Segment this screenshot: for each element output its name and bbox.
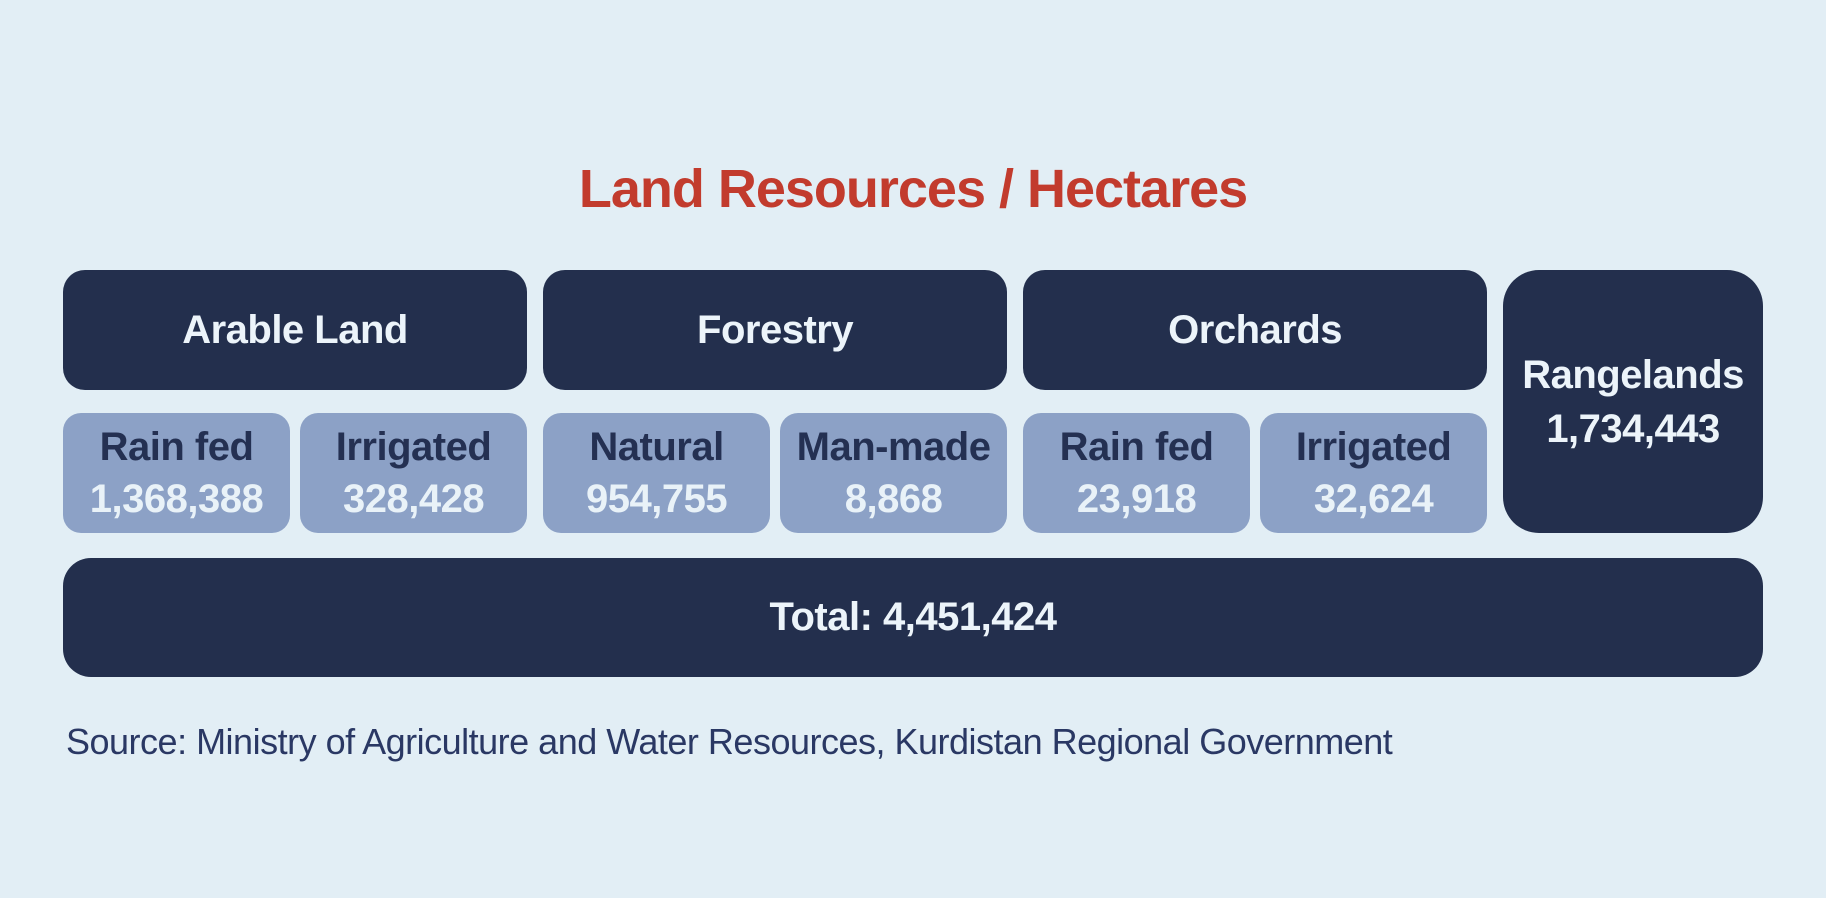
subcategory-arable-irrigated: Irrigated 328,428 [300, 413, 528, 533]
category-orchards: Orchards Rain fed 23,918 Irrigated 32,62… [1023, 270, 1488, 533]
subcategory-forestry-natural: Natural 954,755 [543, 413, 771, 533]
category-header-arable-land: Arable Land [63, 270, 528, 390]
subcategory-value: 328,428 [342, 477, 485, 521]
category-header-forestry: Forestry [543, 270, 1008, 390]
subcategory-label: Rain fed [1059, 425, 1214, 469]
subcategory-value: 1,368,388 [89, 477, 264, 521]
total-bar: Total: 4,451,424 [63, 558, 1763, 677]
category-header-orchards: Orchards [1023, 270, 1488, 390]
rangelands-value: 1,734,443 [1546, 406, 1720, 451]
subcategory-forestry-man-made: Man-made 8,868 [780, 413, 1008, 533]
subcategory-orchards-irrigated: Irrigated 32,624 [1260, 413, 1488, 533]
category-arable-land: Arable Land Rain fed 1,368,388 Irrigated… [63, 270, 528, 533]
subcategory-row-arable-land: Rain fed 1,368,388 Irrigated 328,428 [63, 413, 528, 533]
subcategory-value: 23,918 [1076, 477, 1197, 521]
subcategory-row-forestry: Natural 954,755 Man-made 8,868 [543, 413, 1008, 533]
subcategory-label: Natural [589, 425, 724, 469]
content-area: Arable Land Rain fed 1,368,388 Irrigated… [63, 270, 1763, 763]
subcategory-row-orchards: Rain fed 23,918 Irrigated 32,624 [1023, 413, 1488, 533]
total-label: Total: 4,451,424 [769, 595, 1057, 639]
category-rangelands: Rangelands 1,734,443 [1503, 270, 1763, 533]
subcategory-label: Man-made [796, 425, 991, 469]
rangelands-label: Rangelands [1522, 352, 1744, 397]
subcategory-label: Irrigated [335, 425, 492, 469]
subcategory-arable-rain-fed: Rain fed 1,368,388 [63, 413, 291, 533]
subcategory-label: Irrigated [1295, 425, 1452, 469]
subcategory-label: Rain fed [99, 425, 254, 469]
subcategory-orchards-rain-fed: Rain fed 23,918 [1023, 413, 1251, 533]
subcategory-value: 8,868 [844, 477, 943, 521]
category-forestry: Forestry Natural 954,755 Man-made 8,868 [543, 270, 1008, 533]
subcategory-value: 32,624 [1313, 477, 1434, 521]
source-note: Source: Ministry of Agriculture and Wate… [66, 721, 1393, 762]
page-title: Land Resources / Hectares [578, 159, 1248, 219]
subcategory-value: 954,755 [585, 477, 728, 521]
categories-row: Arable Land Rain fed 1,368,388 Irrigated… [63, 270, 1763, 533]
